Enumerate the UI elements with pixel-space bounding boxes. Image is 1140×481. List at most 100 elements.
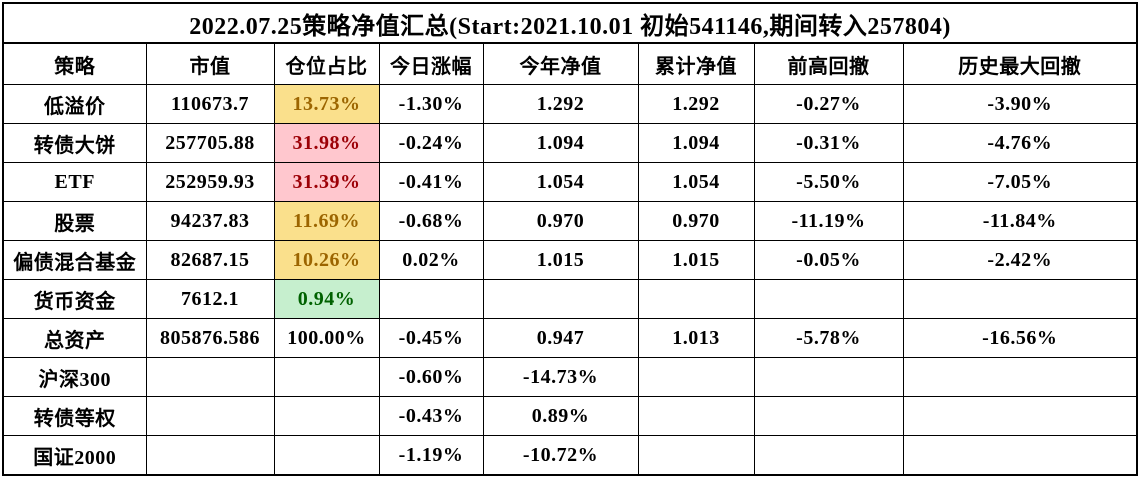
cell-prev-high-drawdown [753, 357, 904, 397]
col-header-position-pct: 仓位占比 [273, 42, 380, 85]
cell-max-drawdown: -11.84% [902, 201, 1138, 241]
cell-position-pct: 13.73% [273, 84, 380, 124]
cell-cum-nav [637, 396, 755, 436]
table-row: 货币资金 7612.1 0.94% [2, 279, 1138, 319]
cell-market-value: 257705.88 [145, 123, 275, 163]
cell-position-pct: 11.69% [273, 201, 380, 241]
cell-today-change [378, 279, 484, 319]
table-row: 低溢价 110673.7 13.73% -1.30% 1.292 1.292 -… [2, 84, 1138, 124]
cell-prev-high-drawdown: -5.50% [753, 162, 904, 202]
cell-prev-high-drawdown [753, 279, 904, 319]
cell-market-value: 82687.15 [145, 240, 275, 280]
cell-max-drawdown [902, 435, 1138, 476]
cell-position-pct: 10.26% [273, 240, 380, 280]
col-header-today-change: 今日涨幅 [378, 42, 484, 85]
cell-max-drawdown [902, 396, 1138, 436]
cell-ytd-nav: 1.094 [482, 123, 639, 163]
col-header-strategy: 策略 [2, 42, 147, 85]
cell-position-pct [273, 357, 380, 397]
cell-cum-nav [637, 435, 755, 476]
cell-market-value [145, 357, 275, 397]
cell-today-change: -0.45% [378, 318, 484, 358]
cell-prev-high-drawdown: -11.19% [753, 201, 904, 241]
cell-market-value: 94237.83 [145, 201, 275, 241]
cell-strategy: 总资产 [2, 318, 147, 358]
cell-ytd-nav: -10.72% [482, 435, 639, 476]
cell-today-change: -0.43% [378, 396, 484, 436]
cell-prev-high-drawdown [753, 396, 904, 436]
table-row: 国证2000 -1.19% -10.72% [2, 435, 1138, 476]
cell-ytd-nav: -14.73% [482, 357, 639, 397]
cell-cum-nav: 0.970 [637, 201, 755, 241]
cell-market-value [145, 396, 275, 436]
cell-ytd-nav: 0.89% [482, 396, 639, 436]
cell-cum-nav: 1.292 [637, 84, 755, 124]
cell-today-change: -1.30% [378, 84, 484, 124]
cell-today-change: -1.19% [378, 435, 484, 476]
col-header-market-value: 市值 [145, 42, 275, 85]
col-header-prev-high-drawdown: 前高回撤 [753, 42, 904, 85]
cell-market-value: 110673.7 [145, 84, 275, 124]
cell-ytd-nav: 1.054 [482, 162, 639, 202]
cell-position-pct: 31.98% [273, 123, 380, 163]
cell-max-drawdown [902, 279, 1138, 319]
cell-strategy: 沪深300 [2, 357, 147, 397]
table-row: 总资产 805876.586 100.00% -0.45% 0.947 1.01… [2, 318, 1138, 358]
table-row: 偏债混合基金 82687.15 10.26% 0.02% 1.015 1.015… [2, 240, 1138, 280]
cell-today-change: -0.60% [378, 357, 484, 397]
cell-max-drawdown: -16.56% [902, 318, 1138, 358]
col-header-ytd-nav: 今年净值 [482, 42, 639, 85]
cell-prev-high-drawdown: -0.31% [753, 123, 904, 163]
cell-today-change: -0.68% [378, 201, 484, 241]
cell-market-value: 7612.1 [145, 279, 275, 319]
title-row: 2022.07.25策略净值汇总(Start:2021.10.01 初始5411… [2, 2, 1138, 44]
cell-cum-nav [637, 279, 755, 319]
cell-cum-nav: 1.054 [637, 162, 755, 202]
cell-market-value: 805876.586 [145, 318, 275, 358]
cell-ytd-nav: 0.970 [482, 201, 639, 241]
table-row: 转债大饼 257705.88 31.98% -0.24% 1.094 1.094… [2, 123, 1138, 163]
cell-market-value: 252959.93 [145, 162, 275, 202]
cell-today-change: -0.24% [378, 123, 484, 163]
cell-ytd-nav: 1.015 [482, 240, 639, 280]
cell-market-value [145, 435, 275, 476]
cell-cum-nav: 1.094 [637, 123, 755, 163]
cell-max-drawdown [902, 357, 1138, 397]
cell-today-change: 0.02% [378, 240, 484, 280]
col-header-max-drawdown: 历史最大回撤 [902, 42, 1138, 85]
cell-max-drawdown: -4.76% [902, 123, 1138, 163]
cell-strategy: 偏债混合基金 [2, 240, 147, 280]
cell-strategy: ETF [2, 162, 147, 202]
cell-prev-high-drawdown: -0.05% [753, 240, 904, 280]
cell-prev-high-drawdown: -0.27% [753, 84, 904, 124]
cell-cum-nav [637, 357, 755, 397]
cell-max-drawdown: -2.42% [902, 240, 1138, 280]
table-row: 股票 94237.83 11.69% -0.68% 0.970 0.970 -1… [2, 201, 1138, 241]
cell-ytd-nav: 0.947 [482, 318, 639, 358]
cell-cum-nav: 1.015 [637, 240, 755, 280]
cell-position-pct [273, 396, 380, 436]
cell-max-drawdown: -3.90% [902, 84, 1138, 124]
cell-position-pct [273, 435, 380, 476]
cell-cum-nav: 1.013 [637, 318, 755, 358]
table-row: 转债等权 -0.43% 0.89% [2, 396, 1138, 436]
cell-strategy: 国证2000 [2, 435, 147, 476]
table-row: 沪深300 -0.60% -14.73% [2, 357, 1138, 397]
cell-prev-high-drawdown: -5.78% [753, 318, 904, 358]
cell-strategy: 股票 [2, 201, 147, 241]
cell-position-pct: 31.39% [273, 162, 380, 202]
cell-strategy: 转债等权 [2, 396, 147, 436]
cell-strategy: 货币资金 [2, 279, 147, 319]
cell-max-drawdown: -7.05% [902, 162, 1138, 202]
cell-ytd-nav: 1.292 [482, 84, 639, 124]
cell-strategy: 转债大饼 [2, 123, 147, 163]
report-title: 2022.07.25策略净值汇总(Start:2021.10.01 初始5411… [2, 2, 1138, 44]
cell-prev-high-drawdown [753, 435, 904, 476]
cell-position-pct: 100.00% [273, 318, 380, 358]
cell-strategy: 低溢价 [2, 84, 147, 124]
cell-ytd-nav [482, 279, 639, 319]
table-header-row: 策略 市值 仓位占比 今日涨幅 今年净值 累计净值 前高回撤 历史最大回撤 [2, 42, 1138, 85]
cell-today-change: -0.41% [378, 162, 484, 202]
table-row: ETF 252959.93 31.39% -0.41% 1.054 1.054 … [2, 162, 1138, 202]
